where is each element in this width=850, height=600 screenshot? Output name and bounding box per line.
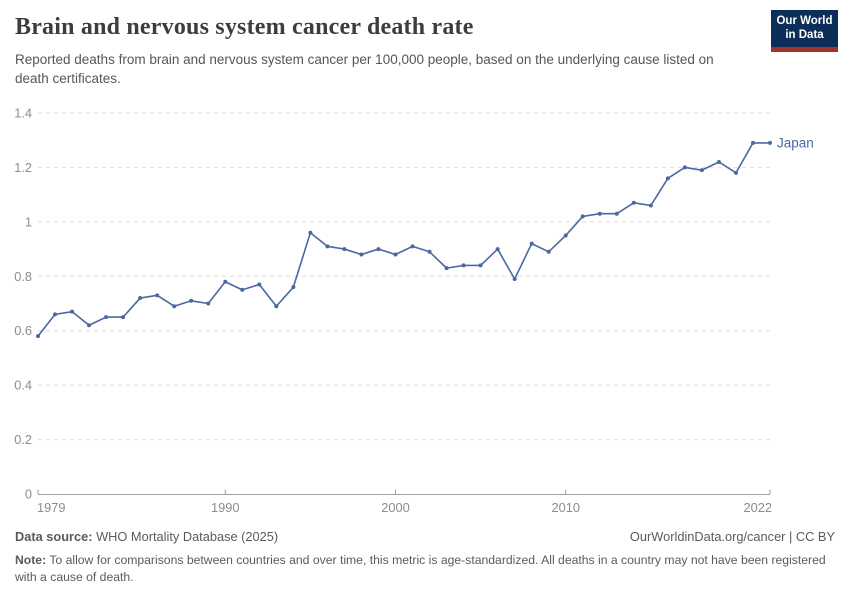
- x-axis-tick-label: 2022: [744, 500, 772, 515]
- data-point[interactable]: [597, 211, 602, 216]
- data-point[interactable]: [359, 252, 364, 257]
- data-point[interactable]: [274, 304, 279, 309]
- y-axis-tick-label: 0.4: [14, 378, 32, 393]
- y-axis-tick-label: 1.2: [14, 160, 32, 175]
- chart-header: Brain and nervous system cancer death ra…: [15, 14, 835, 88]
- data-point[interactable]: [189, 298, 194, 303]
- data-point[interactable]: [410, 244, 415, 249]
- x-axis-tick-label: 2010: [551, 500, 579, 515]
- data-point[interactable]: [155, 293, 160, 298]
- data-source-value: WHO Mortality Database (2025): [92, 529, 279, 545]
- x-axis-tick-label: 1990: [211, 500, 239, 515]
- data-point[interactable]: [768, 140, 772, 145]
- data-point[interactable]: [563, 233, 568, 238]
- data-point[interactable]: [87, 323, 92, 328]
- data-point[interactable]: [325, 244, 330, 249]
- data-point[interactable]: [342, 247, 347, 252]
- y-axis-tick-label: 0.6: [14, 323, 32, 338]
- data-point[interactable]: [393, 252, 398, 257]
- note-label: Note:: [15, 553, 47, 568]
- y-axis-tick-label: 0: [25, 487, 32, 502]
- data-point[interactable]: [750, 140, 755, 145]
- chart-footer: Data source: WHO Mortality Database (202…: [15, 529, 835, 586]
- y-axis-tick-label: 0.2: [14, 432, 32, 447]
- data-point[interactable]: [53, 312, 58, 317]
- data-line-japan[interactable]: [37, 142, 770, 337]
- data-point[interactable]: [308, 230, 313, 235]
- page-title: Brain and nervous system cancer death ra…: [15, 14, 474, 40]
- data-point[interactable]: [376, 247, 381, 252]
- data-point[interactable]: [461, 263, 466, 268]
- data-point[interactable]: [716, 159, 721, 164]
- data-point[interactable]: [478, 263, 483, 268]
- data-point[interactable]: [240, 287, 245, 292]
- entity-label[interactable]: Japan: [777, 135, 814, 150]
- data-point[interactable]: [121, 315, 126, 320]
- data-point[interactable]: [546, 249, 551, 254]
- data-point[interactable]: [257, 282, 262, 287]
- data-point[interactable]: [70, 309, 75, 314]
- data-point[interactable]: [223, 279, 228, 284]
- owid-logo-line1: Our World: [776, 15, 833, 27]
- data-point[interactable]: [529, 241, 534, 246]
- owid-logo: Our World in Data: [771, 10, 838, 52]
- data-point[interactable]: [172, 304, 177, 309]
- data-point[interactable]: [512, 277, 517, 282]
- note-line: Note: To allow for comparisons between c…: [15, 552, 835, 586]
- y-axis-tick-label: 1.4: [14, 106, 32, 121]
- data-point[interactable]: [36, 334, 40, 339]
- x-axis-tick-label: 1979: [37, 500, 65, 515]
- data-point[interactable]: [138, 296, 143, 301]
- data-point[interactable]: [206, 301, 211, 306]
- data-point[interactable]: [495, 247, 500, 252]
- data-point[interactable]: [665, 176, 670, 181]
- data-point[interactable]: [104, 315, 109, 320]
- data-point[interactable]: [291, 285, 296, 290]
- attribution-line: OurWorldinData.org/cancer | CC BY: [629, 529, 835, 545]
- owid-logo-line2: in Data: [785, 28, 824, 41]
- data-point[interactable]: [631, 200, 636, 205]
- data-source-label: Data source:: [15, 529, 93, 545]
- y-axis-tick-label: 0.8: [14, 269, 32, 284]
- chart-subtitle: Reported deaths from brain and nervous s…: [15, 52, 714, 87]
- data-point[interactable]: [733, 170, 738, 175]
- data-point[interactable]: [648, 203, 653, 208]
- data-point[interactable]: [682, 165, 687, 170]
- data-point[interactable]: [444, 266, 449, 271]
- x-axis-tick-label: 2000: [381, 500, 409, 515]
- data-point[interactable]: [614, 211, 619, 216]
- data-point[interactable]: [427, 249, 432, 254]
- data-source-line: Data source: WHO Mortality Database (202…: [15, 529, 278, 544]
- data-point[interactable]: [580, 214, 585, 219]
- note-value: To allow for comparisons between countri…: [15, 553, 826, 585]
- y-axis-tick-label: 1: [25, 214, 32, 229]
- data-point[interactable]: [699, 168, 704, 173]
